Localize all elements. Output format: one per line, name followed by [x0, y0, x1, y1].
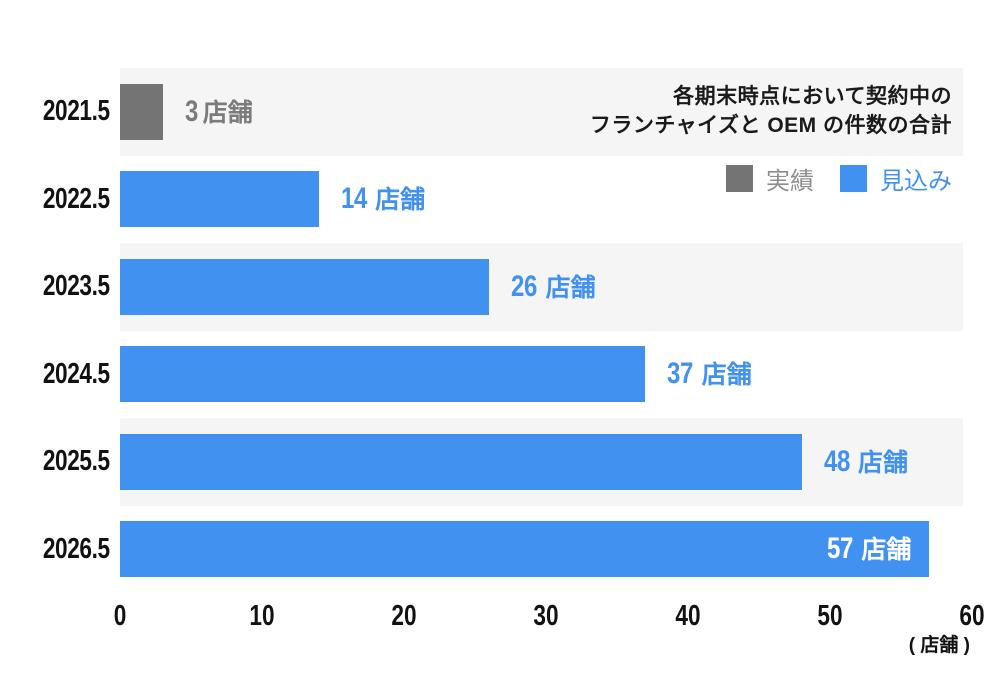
chart-legend: 実績 見込み — [726, 161, 952, 196]
x-axis-unit-label: ( 店舗 ) — [908, 635, 970, 656]
bar-value-label: 14 店舗 — [340, 182, 426, 216]
bar-2026.5 — [120, 521, 930, 578]
legend-swatch-actual — [726, 164, 753, 192]
legend-label-actual: 実績 — [766, 167, 814, 195]
x-tick-30: 30 — [533, 600, 559, 632]
bar-value-label: 57 店舗 — [827, 532, 912, 566]
bar-value-label: 3 店舗 — [184, 94, 253, 128]
x-tick-50: 50 — [817, 600, 843, 632]
legend-item-forecast: 見込み — [840, 161, 952, 196]
x-tick-0: 0 — [113, 600, 127, 632]
annotation-line-1: 各期末時点において契約中の — [673, 85, 952, 108]
bar-2023.5 — [120, 258, 490, 315]
y-axis-label: 2023.5 — [43, 270, 110, 303]
bar-2024.5 — [120, 346, 646, 403]
x-tick-10: 10 — [249, 600, 275, 632]
legend-item-actual: 実績 — [726, 161, 814, 196]
bar-2022.5 — [120, 171, 319, 228]
y-axis-label: 2025.5 — [43, 445, 110, 478]
x-tick-20: 20 — [391, 600, 417, 632]
bar-2021.5 — [120, 83, 163, 140]
chart-annotation: 各期末時点において契約中の フランチャイズと OEM の件数の合計 — [590, 82, 952, 140]
y-axis-label: 2021.5 — [43, 95, 110, 128]
x-tick-60: 60 — [959, 600, 985, 632]
legend-swatch-forecast — [840, 164, 867, 192]
x-tick-40: 40 — [675, 600, 701, 632]
y-axis-label: 2024.5 — [43, 357, 110, 390]
y-axis-label: 2026.5 — [43, 532, 110, 565]
bar-value-label: 37 店舗 — [667, 357, 752, 391]
bar-value-label: 48 店舗 — [823, 444, 908, 478]
row-stripe — [120, 68, 963, 156]
bar-value-label: 26 店舗 — [511, 269, 596, 303]
y-axis-label: 2022.5 — [43, 182, 110, 215]
bar-2025.5 — [120, 433, 802, 490]
legend-label-forecast: 見込み — [880, 167, 952, 195]
annotation-line-2: フランチャイズと OEM の件数の合計 — [589, 114, 952, 137]
